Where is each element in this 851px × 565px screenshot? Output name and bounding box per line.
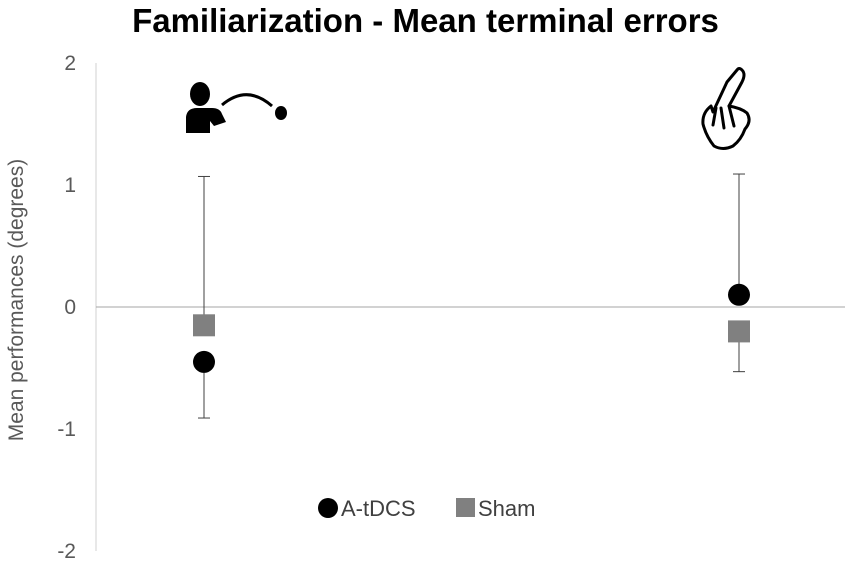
pointing-hand-icon (701, 67, 751, 150)
y-axis-label-group: Mean performances (degrees) (5, 159, 28, 441)
legend-marker-a-tdcs (318, 498, 338, 518)
legend-marker-sham (456, 498, 475, 517)
legend-label-sham: Sham (478, 496, 535, 521)
y-tick-label: 1 (64, 174, 76, 197)
error-bars (198, 173, 745, 419)
data-markers (193, 283, 750, 373)
data-point-a-tdcs (193, 350, 215, 373)
legend-label-a-tdcs: A-tDCS (341, 496, 416, 521)
y-tick-label: 0 (64, 296, 76, 319)
y-tick-label: 2 (64, 52, 76, 75)
axes: 2 1 0 -1 -2 (57, 52, 845, 563)
chart-title: Familiarization - Mean terminal errors (132, 2, 719, 39)
throwing-person-icon (186, 82, 287, 133)
data-point-a-tdcs (728, 283, 750, 306)
y-tick-label: -2 (57, 540, 76, 563)
data-point-sham (728, 320, 750, 343)
legend: A-tDCS Sham (318, 496, 535, 521)
y-axis-label: Mean performances (degrees) (5, 159, 28, 441)
data-point-sham (193, 314, 215, 337)
y-tick-label: -1 (57, 418, 76, 441)
